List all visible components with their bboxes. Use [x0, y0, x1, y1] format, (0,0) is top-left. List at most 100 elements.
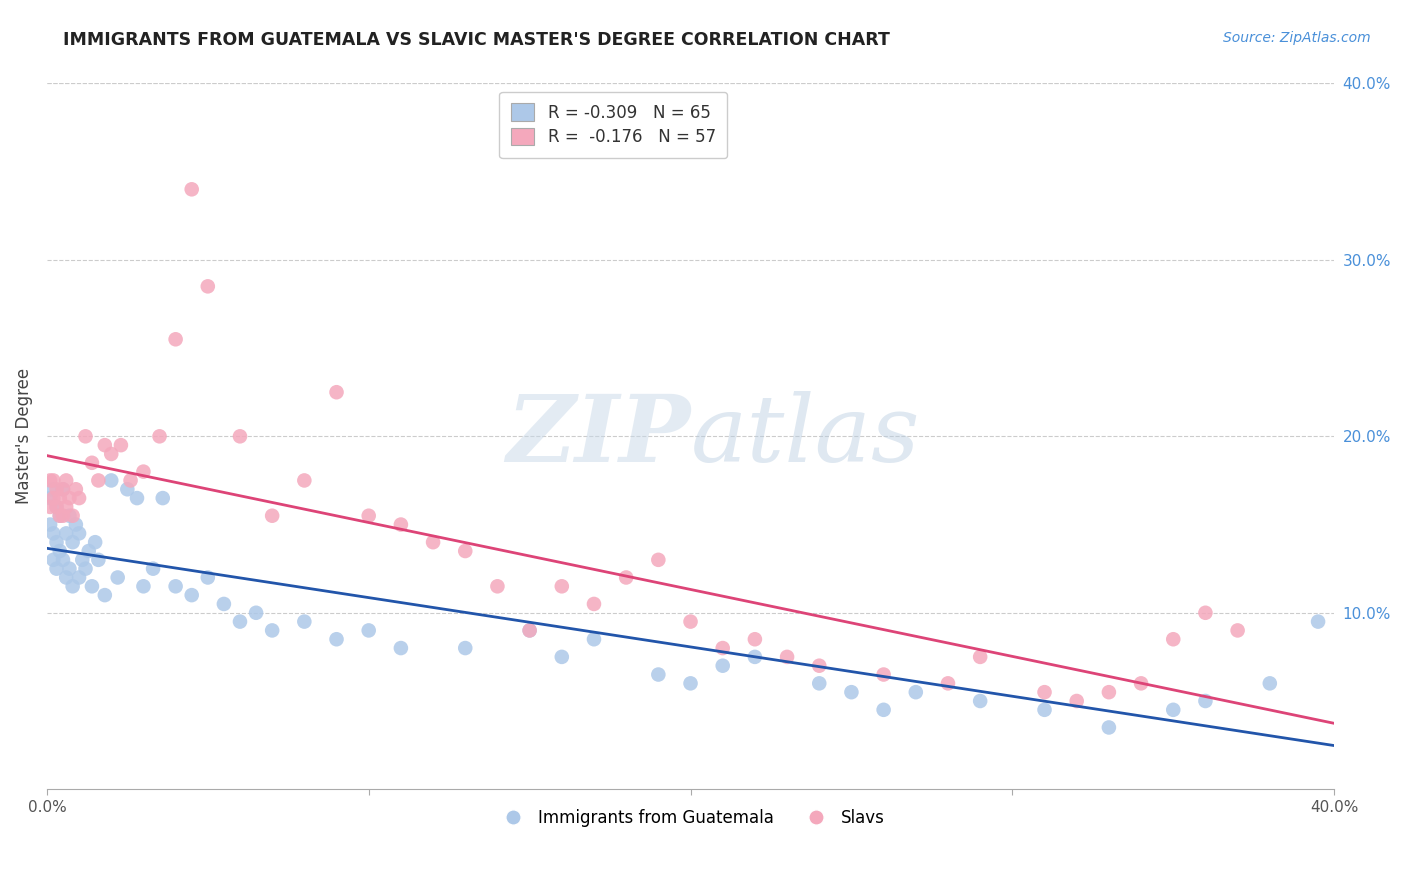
Point: [58, 491, 80, 505]
Point: [454, 544, 477, 558]
Point: [325, 632, 347, 647]
Point: [422, 535, 444, 549]
Point: [132, 465, 155, 479]
Point: [647, 553, 669, 567]
Point: [84, 535, 107, 549]
Point: [80, 456, 103, 470]
Point: [42, 491, 65, 505]
Point: [125, 491, 148, 505]
Point: [197, 279, 219, 293]
Point: [87, 474, 110, 488]
Point: [1258, 676, 1281, 690]
Point: [519, 624, 541, 638]
Point: [107, 570, 129, 584]
Point: [1066, 694, 1088, 708]
Point: [100, 474, 122, 488]
Point: [679, 615, 702, 629]
Point: [120, 474, 142, 488]
Point: [45, 483, 67, 497]
Point: [551, 579, 574, 593]
Point: [1306, 615, 1329, 629]
Point: [45, 535, 67, 549]
Point: [519, 624, 541, 638]
Text: ZIP: ZIP: [506, 392, 690, 482]
Point: [80, 579, 103, 593]
Point: [72, 553, 94, 567]
Point: [42, 553, 65, 567]
Point: [142, 562, 165, 576]
Point: [1130, 676, 1153, 690]
Point: [132, 579, 155, 593]
Point: [75, 562, 97, 576]
Point: [389, 641, 412, 656]
Point: [262, 624, 284, 638]
Point: [49, 508, 72, 523]
Point: [55, 570, 77, 584]
Point: [1098, 721, 1121, 735]
Point: [100, 447, 122, 461]
Point: [45, 500, 67, 514]
Point: [67, 570, 90, 584]
Point: [165, 332, 187, 346]
Point: [52, 483, 75, 497]
Point: [614, 570, 637, 584]
Point: [711, 641, 734, 656]
Point: [52, 483, 75, 497]
Point: [229, 429, 252, 443]
Point: [58, 562, 80, 576]
Point: [180, 182, 202, 196]
Point: [841, 685, 863, 699]
Text: Source: ZipAtlas.com: Source: ZipAtlas.com: [1223, 31, 1371, 45]
Point: [357, 508, 380, 523]
Point: [486, 579, 509, 593]
Text: atlas: atlas: [690, 392, 920, 482]
Point: [872, 667, 894, 681]
Point: [39, 474, 62, 488]
Y-axis label: Master's Degree: Master's Degree: [15, 368, 32, 504]
Point: [165, 579, 187, 593]
Point: [872, 703, 894, 717]
Point: [647, 667, 669, 681]
Point: [39, 500, 62, 514]
Point: [679, 676, 702, 690]
Point: [1161, 632, 1184, 647]
Point: [969, 694, 991, 708]
Point: [39, 491, 62, 505]
Point: [292, 615, 315, 629]
Point: [55, 526, 77, 541]
Point: [94, 588, 117, 602]
Point: [117, 483, 139, 497]
Point: [152, 491, 174, 505]
Point: [1161, 703, 1184, 717]
Point: [55, 500, 77, 514]
Point: [180, 588, 202, 602]
Text: IMMIGRANTS FROM GUATEMALA VS SLAVIC MASTER'S DEGREE CORRELATION CHART: IMMIGRANTS FROM GUATEMALA VS SLAVIC MAST…: [63, 31, 890, 49]
Point: [969, 649, 991, 664]
Point: [904, 685, 927, 699]
Point: [42, 483, 65, 497]
Point: [197, 570, 219, 584]
Point: [87, 553, 110, 567]
Point: [65, 483, 87, 497]
Point: [808, 658, 831, 673]
Point: [551, 649, 574, 664]
Point: [262, 508, 284, 523]
Point: [744, 649, 766, 664]
Point: [1194, 606, 1216, 620]
Point: [936, 676, 959, 690]
Point: [77, 544, 100, 558]
Point: [1033, 703, 1056, 717]
Point: [110, 438, 132, 452]
Point: [58, 508, 80, 523]
Point: [94, 438, 117, 452]
Point: [49, 491, 72, 505]
Point: [808, 676, 831, 690]
Point: [49, 544, 72, 558]
Point: [389, 517, 412, 532]
Point: [65, 517, 87, 532]
Point: [49, 508, 72, 523]
Point: [42, 526, 65, 541]
Point: [357, 624, 380, 638]
Point: [245, 606, 267, 620]
Point: [45, 500, 67, 514]
